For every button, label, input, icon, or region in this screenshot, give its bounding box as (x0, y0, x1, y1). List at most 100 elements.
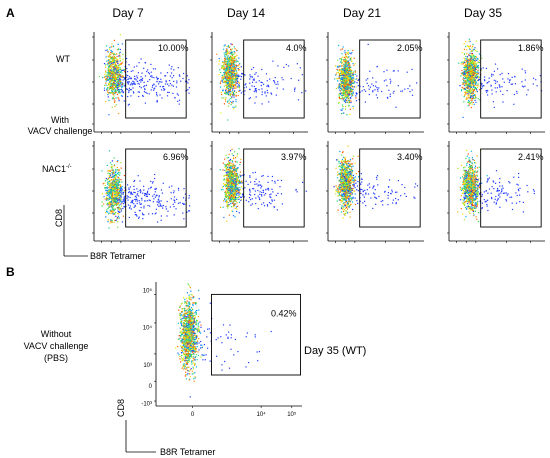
plot-r1-c2-gate (243, 39, 305, 119)
event-dot (351, 90, 353, 92)
event-dot (111, 61, 114, 63)
event-dot (117, 226, 119, 228)
event-dot (240, 76, 243, 78)
event-dot (470, 82, 472, 85)
event-dot (105, 199, 107, 201)
event-dot (116, 55, 118, 58)
event-dot (469, 59, 471, 61)
event-dot (465, 72, 467, 74)
event-dot (117, 177, 119, 179)
event-dot (173, 192, 175, 194)
event-dot (470, 87, 472, 89)
event-dot (110, 187, 112, 189)
event-dot (228, 68, 230, 71)
event-dot (244, 74, 246, 76)
event-dot (119, 196, 121, 199)
event-dot (357, 79, 359, 81)
event-dot (238, 81, 240, 83)
event-dot (471, 101, 473, 103)
event-dot (474, 68, 476, 71)
event-dot (389, 95, 391, 97)
event-dot (386, 85, 388, 87)
event-dot (110, 183, 112, 185)
event-dot (236, 49, 238, 51)
event-dot (472, 79, 474, 81)
event-dot (233, 196, 235, 198)
event-dot (342, 74, 345, 76)
event-dot (218, 58, 220, 60)
event-dot (116, 74, 119, 76)
event-dot (471, 64, 473, 66)
event-dot (118, 184, 120, 186)
event-dot (347, 88, 349, 91)
event-dot (233, 81, 235, 84)
event-dot (119, 56, 121, 58)
event-dot (473, 94, 475, 97)
event-dot (111, 195, 113, 197)
event-dot (110, 63, 112, 65)
event-dot (107, 181, 109, 183)
event-dot (166, 215, 168, 217)
event-dot (345, 63, 347, 65)
event-dot (225, 85, 227, 87)
event-dot (271, 93, 273, 95)
event-dot (175, 86, 178, 88)
event-dot (134, 214, 136, 216)
event-dot (341, 71, 343, 73)
event-dot (463, 69, 465, 71)
event-dot (471, 79, 473, 81)
event-dot (473, 82, 475, 84)
event-dot (228, 63, 230, 65)
event-dot (467, 86, 469, 88)
event-dot (113, 176, 115, 178)
event-dot (113, 79, 115, 81)
event-dot (119, 194, 121, 196)
event-dot (105, 71, 107, 74)
event-dot (179, 75, 181, 77)
event-dot (115, 211, 117, 213)
event-dot (168, 80, 171, 82)
event-dot (112, 62, 114, 64)
event-dot (230, 57, 233, 59)
event-dot (111, 43, 113, 45)
event-dot (233, 171, 236, 173)
event-dot (392, 70, 394, 72)
event-dot (227, 82, 229, 85)
event-dot (108, 190, 110, 192)
event-dot (222, 206, 224, 208)
event-dot (106, 60, 108, 62)
event-dot (337, 77, 339, 80)
event-dot (383, 71, 385, 73)
event-dot (339, 69, 342, 71)
event-dot (112, 66, 114, 69)
event-dot (243, 196, 245, 198)
event-dot (123, 196, 125, 198)
event-dot (177, 67, 179, 69)
event-dot (339, 93, 342, 95)
event-dot (469, 90, 471, 92)
event-dot (112, 75, 114, 77)
event-dot (226, 183, 229, 185)
event-dot (466, 91, 468, 93)
event-dot (105, 80, 107, 82)
event-dot (473, 97, 475, 100)
event-dot (161, 81, 163, 83)
event-dot (110, 61, 112, 63)
event-dot (463, 74, 465, 76)
event-dot (359, 91, 361, 93)
event-dot (117, 182, 119, 184)
event-dot (125, 74, 127, 76)
event-dot (471, 81, 473, 83)
event-dot (481, 84, 483, 86)
event-dot (107, 96, 109, 98)
event-dot (107, 79, 109, 81)
event-dot (117, 179, 119, 181)
event-dot (470, 77, 472, 79)
event-dot (476, 89, 478, 91)
event-dot (295, 189, 297, 191)
event-dot (122, 91, 124, 93)
event-dot (114, 181, 117, 183)
event-dot (109, 170, 111, 172)
event-dot (120, 205, 122, 207)
event-dot (232, 188, 234, 190)
